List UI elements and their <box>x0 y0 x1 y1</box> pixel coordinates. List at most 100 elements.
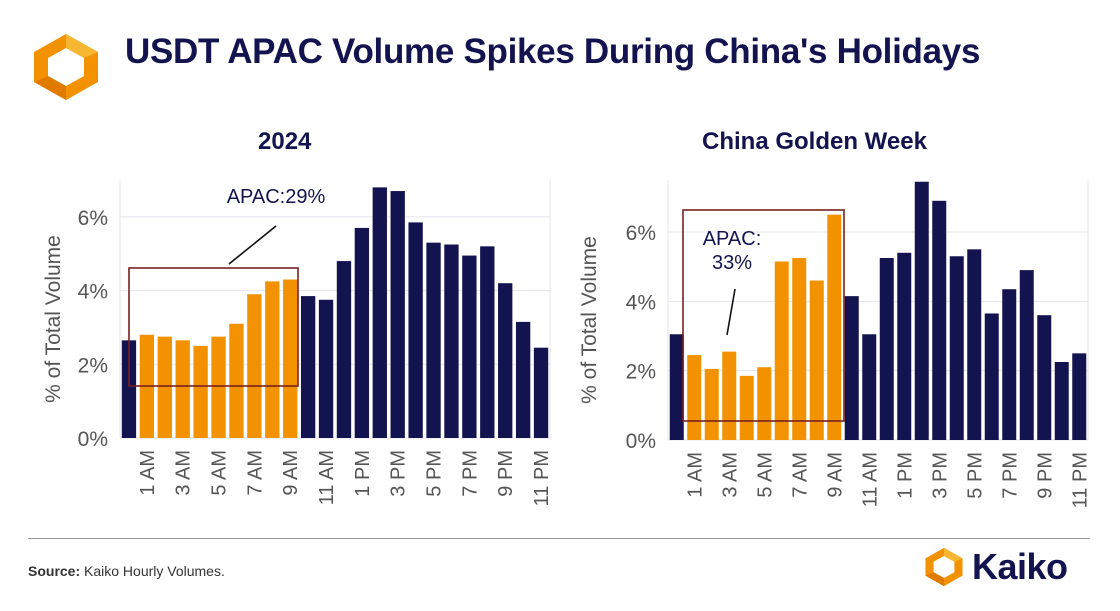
apac-annotation: APAC:29% <box>227 186 326 208</box>
x-tick-label: 11 AM <box>316 450 338 505</box>
bar <box>193 345 208 438</box>
x-tick-label: 3 AM <box>173 450 195 496</box>
bar <box>1037 315 1052 440</box>
x-tick-label: 1 AM <box>684 452 706 498</box>
brand-name: Kaiko <box>972 546 1068 587</box>
x-tick-label: 1 AM <box>137 450 159 496</box>
bar <box>949 256 964 440</box>
bar <box>1054 362 1069 440</box>
bar <box>444 244 459 438</box>
bar <box>498 283 513 438</box>
bar <box>704 368 719 440</box>
x-tick-label: 9 AM <box>280 450 302 496</box>
bar <box>211 336 226 438</box>
chart-title-2024: 2024 <box>258 128 312 155</box>
bar <box>480 246 495 438</box>
x-tick-label: 11 PM <box>531 450 553 506</box>
x-tick-label: 11 AM <box>859 452 881 507</box>
bar <box>354 227 370 438</box>
bar <box>722 351 737 440</box>
apac-annotation: APAC: <box>703 228 762 250</box>
bar <box>1072 353 1087 440</box>
x-tick-label: 7 PM <box>459 450 481 497</box>
chart-2024: 0% 2% 4% 6% % of Total Volume 1 AM 3 AM 5 AM 7 A… <box>42 180 553 506</box>
x-tick-label: 1 PM <box>352 450 374 497</box>
bar <box>515 321 531 438</box>
kaiko-logo-icon <box>925 547 963 587</box>
x-tick-label: 3 PM <box>929 452 951 499</box>
bar <box>1019 270 1034 440</box>
bar <box>827 214 842 440</box>
bar <box>932 200 947 440</box>
bar <box>157 336 172 438</box>
y-tick-label: 2% <box>78 354 108 377</box>
bar <box>247 294 262 438</box>
source-label: Source: <box>28 563 81 579</box>
footer-divider <box>28 538 1090 539</box>
bar <box>739 375 754 440</box>
x-tick-label: 7 AM <box>789 452 811 498</box>
annotation-pointer <box>228 225 277 265</box>
bar <box>121 340 137 438</box>
x-tick-label: 3 AM <box>719 452 741 498</box>
kaiko-logo-icon <box>34 34 98 100</box>
bar <box>229 323 244 438</box>
chart-title-golden-week: China Golden Week <box>702 128 927 155</box>
bar <box>336 261 352 438</box>
brand-logo: Kaiko <box>922 545 1068 589</box>
bar <box>408 222 423 438</box>
source-note: Source: Kaiko Hourly Volumes. <box>28 563 225 579</box>
x-tick-label: 5 AM <box>754 452 776 498</box>
bar <box>809 280 824 440</box>
apac-highlight-box <box>128 267 299 387</box>
bar <box>265 281 280 438</box>
bar <box>669 334 684 440</box>
y-tick-label: 2% <box>626 361 656 384</box>
apac-annotation: 33% <box>712 252 752 274</box>
x-tick-label: 5 AM <box>209 450 231 496</box>
x-tick-label: 9 PM <box>1034 452 1056 499</box>
bar <box>283 279 298 438</box>
x-tick-label: 11 PM <box>1069 452 1091 508</box>
bar <box>1002 289 1017 440</box>
x-tick-label: 7 PM <box>999 452 1021 499</box>
bar <box>462 255 477 438</box>
bar <box>897 252 912 440</box>
bar <box>175 340 190 438</box>
apac-highlight-box <box>682 209 845 422</box>
y-axis-label: % of Total Volume <box>42 235 65 403</box>
page-title: USDT APAC Volume Spikes During China's H… <box>125 32 981 71</box>
x-tick-label: 5 PM <box>424 450 446 497</box>
x-tick-label: 1 PM <box>894 452 916 499</box>
bar <box>390 191 405 438</box>
x-tick-label: 9 PM <box>495 450 517 497</box>
bar <box>757 367 772 440</box>
x-tick-label: 9 AM <box>824 452 846 498</box>
chart-golden-week: 0% 2% 4% 6% % of Total Volume 1 AM 3 AM 5 AM 7 A… <box>578 180 1091 508</box>
bar <box>879 258 894 440</box>
y-tick-label: 0% <box>626 430 656 453</box>
x-tick-label: 5 PM <box>964 452 986 499</box>
bar <box>426 242 441 438</box>
bar <box>967 249 982 440</box>
bar <box>687 355 702 440</box>
bar <box>774 261 789 440</box>
y-tick-label: 0% <box>78 428 108 451</box>
bar <box>300 296 316 438</box>
y-tick-label: 4% <box>78 281 108 304</box>
bar <box>844 296 859 440</box>
y-tick-label: 6% <box>626 222 656 245</box>
bar <box>984 313 999 440</box>
bar <box>862 334 877 440</box>
x-tick-label: 3 PM <box>388 450 410 497</box>
x-tick-label: 7 AM <box>244 450 266 496</box>
bar <box>318 299 334 438</box>
bar <box>914 181 929 440</box>
bar <box>533 347 549 438</box>
bar <box>792 258 807 440</box>
bar <box>372 187 387 438</box>
y-tick-label: 6% <box>78 207 108 230</box>
y-axis-label: % of Total Volume <box>578 236 601 404</box>
source-text: Kaiko Hourly Volumes. <box>84 563 225 579</box>
annotation-pointer <box>726 288 736 336</box>
